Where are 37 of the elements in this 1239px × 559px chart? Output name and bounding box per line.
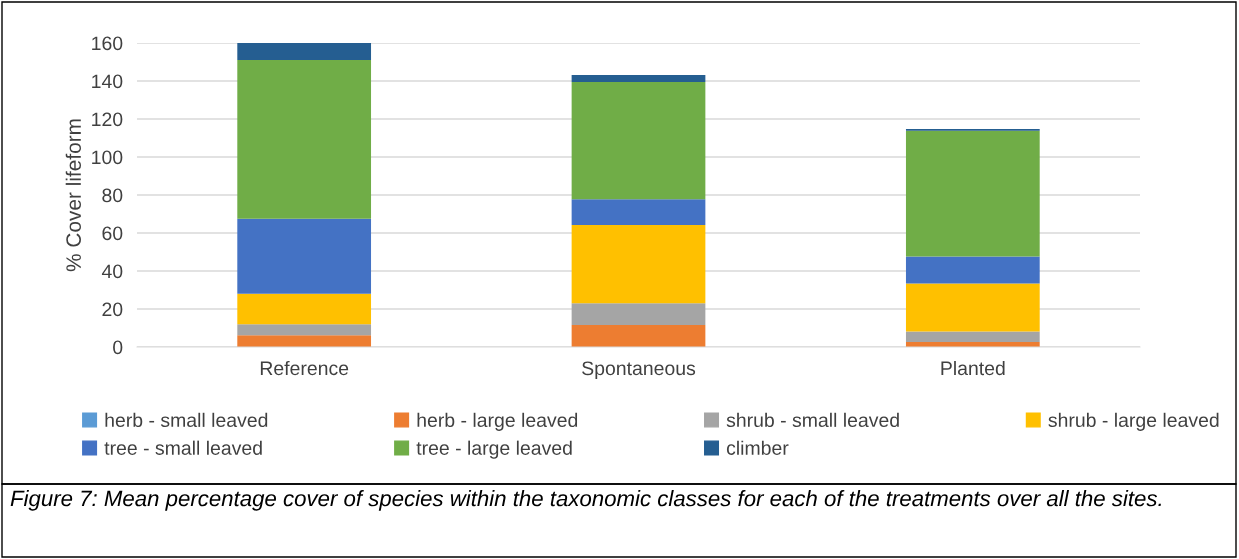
- bar: [237, 43, 372, 61]
- bar: [905, 283, 1040, 332]
- bar: [237, 60, 372, 219]
- bar: [237, 293, 372, 325]
- bar: [905, 130, 1040, 257]
- bar: [571, 303, 706, 325]
- bar: [237, 335, 372, 347]
- y-tick-label: 0: [113, 340, 123, 355]
- legend-label: climber: [726, 440, 789, 455]
- legend-label: herb - small leaved: [105, 412, 268, 428]
- x-tick-label: Spontaneous: [582, 361, 696, 380]
- bar: [571, 74, 706, 82]
- legend-label: tree - small leaved: [104, 440, 262, 455]
- y-tick-label: 160: [92, 36, 123, 51]
- legend-label: shrub - small leaved: [726, 412, 899, 428]
- caption: Figure 7: Mean percentage cover of species within the taxonomic classes for each of the treatments over all the sites.: [10, 490, 1161, 511]
- bar: [571, 324, 706, 347]
- bar: [905, 256, 1040, 284]
- legend-label: tree - large leaved: [416, 440, 572, 459]
- bar: [571, 199, 706, 226]
- y-tick-label: 120: [92, 112, 123, 127]
- legend-label: herb - large leaved: [417, 412, 578, 431]
- y-tick-label: 100: [92, 150, 123, 165]
- y-tick-label: 80: [102, 188, 123, 203]
- x-tick-label: Planted: [941, 360, 1005, 376]
- y-tick-label: 40: [101, 264, 123, 279]
- y-tick-label: 20: [102, 302, 123, 317]
- y-axis-title: % Cover lifeform: [65, 119, 81, 272]
- legend-label: shrub - large leaved: [1048, 412, 1219, 431]
- bar: [571, 225, 706, 304]
- bar: [237, 324, 372, 336]
- y-tick-label: 60: [102, 226, 123, 241]
- bar: [571, 81, 706, 200]
- bar: [237, 218, 372, 294]
- y-tick-label: 140: [92, 74, 123, 89]
- bar: [905, 331, 1040, 343]
- x-tick-label: Reference: [260, 360, 349, 376]
